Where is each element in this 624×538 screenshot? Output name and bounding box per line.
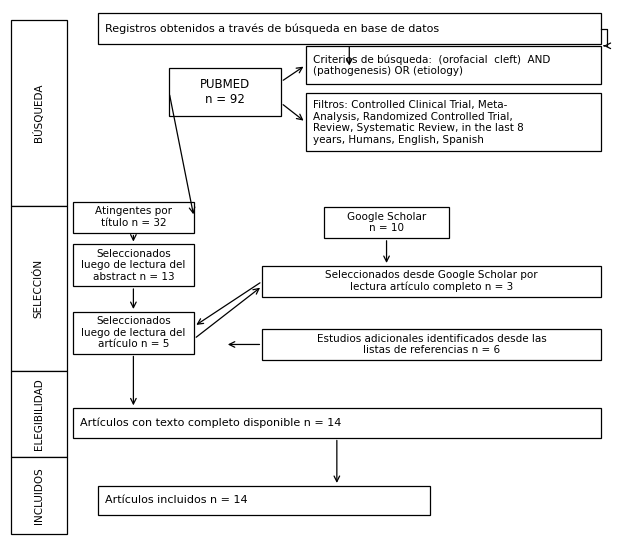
FancyBboxPatch shape	[262, 329, 601, 360]
FancyBboxPatch shape	[73, 244, 194, 286]
FancyBboxPatch shape	[73, 312, 194, 353]
FancyBboxPatch shape	[73, 202, 194, 232]
FancyBboxPatch shape	[262, 266, 601, 297]
FancyBboxPatch shape	[98, 13, 601, 44]
FancyBboxPatch shape	[98, 486, 430, 515]
Text: INCLUIDOS: INCLUIDOS	[34, 468, 44, 524]
Text: BÚSQUEDA: BÚSQUEDA	[33, 84, 44, 142]
Text: Artículos con texto completo disponible n = 14: Artículos con texto completo disponible …	[80, 417, 342, 428]
Text: Seleccionados
luego de lectura del
artículo n = 5: Seleccionados luego de lectura del artíc…	[81, 316, 185, 349]
Text: ELEGIBILIDAD: ELEGIBILIDAD	[34, 378, 44, 450]
Text: Atingentes por
título n = 32: Atingentes por título n = 32	[95, 206, 172, 228]
FancyBboxPatch shape	[11, 206, 67, 371]
Text: SELECCIÓN: SELECCIÓN	[34, 259, 44, 318]
Text: Google Scholar
n = 10: Google Scholar n = 10	[347, 211, 426, 233]
FancyBboxPatch shape	[11, 20, 67, 206]
Text: PUBMED
n = 92: PUBMED n = 92	[200, 79, 250, 107]
FancyBboxPatch shape	[11, 371, 67, 457]
FancyBboxPatch shape	[11, 457, 67, 534]
FancyBboxPatch shape	[306, 94, 601, 151]
Text: Seleccionados desde Google Scholar por
lectura artículo completo n = 3: Seleccionados desde Google Scholar por l…	[325, 270, 538, 293]
Text: Estudios adicionales identificados desde las
listas de referencias n = 6: Estudios adicionales identificados desde…	[317, 334, 547, 355]
Text: Seleccionados
luego de lectura del
abstract n = 13: Seleccionados luego de lectura del abstr…	[81, 249, 185, 282]
Text: Registros obtenidos a través de búsqueda en base de datos: Registros obtenidos a través de búsqueda…	[105, 24, 439, 34]
FancyBboxPatch shape	[306, 46, 601, 84]
FancyBboxPatch shape	[73, 408, 601, 437]
Text: Artículos incluidos n = 14: Artículos incluidos n = 14	[105, 495, 248, 506]
Text: Filtros: Controlled Clinical Trial, Meta-
Analysis, Randomized Controlled Trial,: Filtros: Controlled Clinical Trial, Meta…	[313, 100, 524, 145]
Text: Criterios de búsqueda:  (orofacial  cleft)  AND
(pathogenesis) OR (etiology): Criterios de búsqueda: (orofacial cleft)…	[313, 54, 550, 76]
FancyBboxPatch shape	[169, 68, 281, 116]
FancyBboxPatch shape	[324, 207, 449, 238]
